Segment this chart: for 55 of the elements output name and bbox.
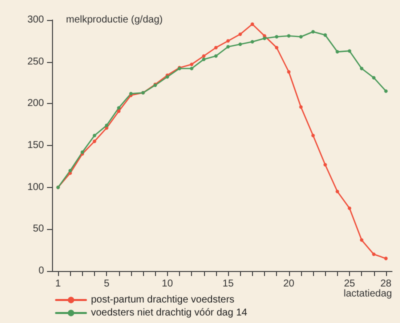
point [250, 22, 254, 26]
x-tick-label: 20 [283, 278, 295, 290]
point [202, 54, 206, 58]
point [299, 34, 303, 38]
point [274, 46, 278, 50]
point [214, 54, 218, 58]
y-tick-label: 50 [32, 224, 44, 235]
x-tick-label: 28 [380, 278, 392, 290]
legend-label: voedsters niet drachtig vóór dag 14 [91, 308, 248, 318]
point [250, 40, 254, 44]
point [336, 50, 340, 54]
point [360, 66, 364, 70]
point [274, 34, 278, 38]
point [323, 162, 327, 166]
point [360, 238, 364, 242]
x-tick-label: 1 [55, 278, 62, 290]
point [336, 190, 340, 194]
point [384, 89, 388, 93]
point [311, 30, 315, 34]
point [190, 62, 194, 66]
point [238, 32, 242, 36]
y-tick-label: 300 [27, 14, 44, 26]
point [348, 206, 352, 210]
x-tick-label: 10 [162, 278, 174, 290]
point [372, 76, 376, 80]
point [323, 33, 327, 37]
point [92, 140, 96, 144]
point [299, 105, 303, 109]
y-tick-label: 100 [27, 182, 44, 193]
x-tick-label: 25 [344, 278, 356, 290]
point [226, 39, 230, 43]
x-tick-label: 15 [222, 278, 234, 290]
point [384, 256, 388, 260]
point [117, 109, 121, 113]
point [372, 252, 376, 256]
y-tick-label: 150 [27, 140, 44, 151]
y-axis-title: melkproductie (g/dag) [66, 14, 163, 26]
legend-label: post-partum drachtige voedsters [91, 294, 234, 306]
point [262, 36, 266, 40]
y-tick-label: 250 [27, 56, 44, 68]
x-axis-title: lactatiedag [344, 288, 392, 300]
point [202, 58, 206, 62]
point [104, 124, 108, 128]
point [214, 46, 218, 50]
point [117, 106, 121, 110]
point [226, 45, 230, 49]
point [238, 42, 242, 46]
point [287, 34, 291, 38]
point [68, 168, 72, 172]
point [311, 134, 315, 138]
y-tick-label: 200 [27, 98, 44, 110]
point [287, 70, 291, 74]
point [190, 66, 194, 70]
y-tick-label: 0 [38, 266, 44, 276]
x-tick-label: 5 [104, 278, 110, 290]
